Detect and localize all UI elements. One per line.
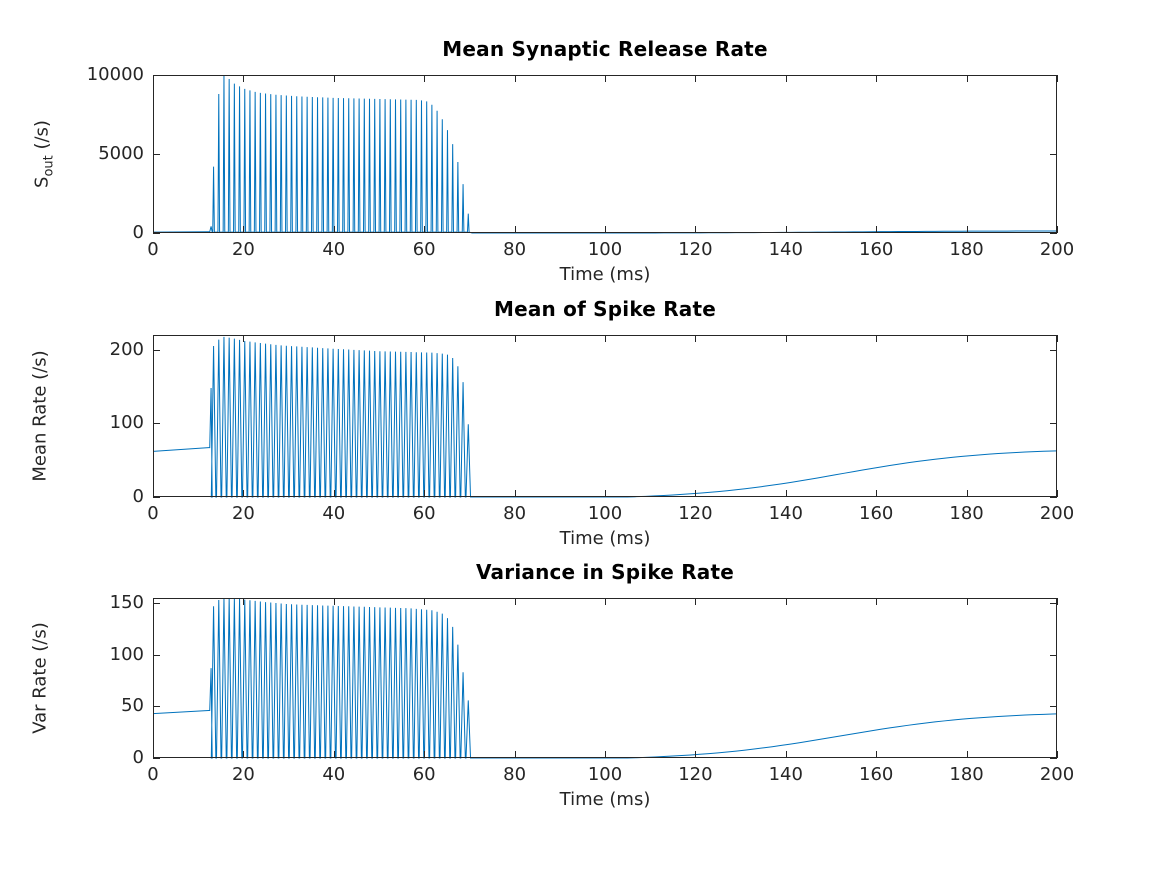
y-tick-label: 0 — [132, 222, 144, 243]
x-tick-label: 100 — [587, 503, 623, 524]
y-axis-label: Var Rate (/s) — [29, 622, 51, 734]
chart-title: Mean of Spike Rate — [493, 297, 717, 321]
plot-area — [152, 74, 1058, 234]
x-tick-label: 200 — [1039, 503, 1075, 524]
x-tick-label: 40 — [322, 764, 346, 785]
y-tick-label: 100 — [109, 643, 144, 665]
axes-box — [153, 598, 1057, 758]
x-tick-label: 60 — [412, 764, 436, 785]
y-tick-label: 200 — [109, 338, 144, 360]
x-tick-label: 20 — [231, 503, 255, 524]
x-tick-label: 200 — [1039, 764, 1075, 785]
y-axis-label: Sout (/s) — [32, 120, 57, 188]
data-series-line — [152, 74, 1058, 234]
x-tick-label: 0 — [147, 503, 159, 524]
x-tick-label: 80 — [503, 764, 527, 785]
plot-area — [152, 335, 1058, 498]
x-tick-label: 120 — [678, 239, 713, 260]
x-axis-label: Time (ms) — [559, 528, 651, 549]
x-tick-label: 20 — [231, 239, 255, 260]
x-tick-label: 160 — [859, 503, 894, 524]
x-tick-label: 160 — [859, 239, 894, 260]
y-axis-label: Mean Rate (/s) — [29, 350, 51, 482]
x-tick-label: 80 — [503, 239, 527, 260]
chart-title: Variance in Spike Rate — [475, 560, 735, 584]
x-tick-label: 180 — [949, 764, 984, 785]
x-tick-label: 60 — [412, 503, 436, 524]
axes-box — [153, 335, 1057, 497]
y-tick-label: 10000 — [86, 64, 144, 85]
plot-area — [152, 597, 1058, 759]
x-tick-label: 120 — [678, 764, 713, 785]
x-tick-label: 80 — [503, 503, 527, 524]
chart-title: Mean Synaptic Release Rate — [442, 37, 768, 61]
y-tick-label: 100 — [109, 412, 144, 434]
x-tick-label: 140 — [768, 503, 803, 524]
x-tick-label: 140 — [768, 764, 803, 785]
y-tick-label: 0 — [132, 747, 144, 768]
x-tick-label: 200 — [1039, 239, 1075, 260]
y-tick-label: 150 — [109, 592, 144, 614]
y-tick-label: 50 — [121, 695, 144, 717]
x-tick-label: 20 — [231, 764, 255, 785]
y-tick-label: 0 — [132, 486, 144, 507]
x-tick-label: 40 — [322, 239, 346, 260]
x-tick-label: 180 — [949, 239, 984, 260]
x-tick-label: 40 — [322, 503, 346, 524]
x-tick-label: 100 — [587, 764, 623, 785]
x-tick-label: 0 — [147, 764, 159, 785]
x-axis-label: Time (ms) — [559, 789, 651, 810]
x-tick-label: 0 — [147, 239, 159, 260]
x-tick-label: 120 — [678, 503, 713, 524]
x-tick-label: 140 — [768, 239, 803, 260]
y-axis-label-subscript: out — [41, 155, 57, 177]
x-tick-label: 60 — [412, 239, 436, 260]
x-tick-label: 180 — [949, 503, 984, 524]
x-tick-label: 160 — [859, 764, 894, 785]
y-tick-label: 5000 — [98, 143, 144, 164]
data-series-line — [152, 597, 1058, 759]
axes-box — [153, 75, 1057, 233]
x-tick-label: 100 — [587, 239, 623, 260]
x-axis-label: Time (ms) — [559, 264, 651, 285]
data-series-line — [152, 336, 1058, 498]
y-axis-label-symbol: S — [31, 176, 53, 188]
y-axis-label-units: (/s) — [31, 120, 53, 156]
